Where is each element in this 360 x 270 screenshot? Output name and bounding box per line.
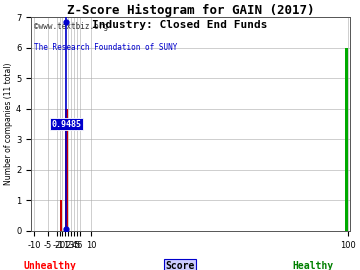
Text: 0.9485: 0.9485 (51, 120, 81, 129)
Text: Unhealthy: Unhealthy (24, 261, 77, 270)
Text: Healthy: Healthy (293, 261, 334, 270)
Y-axis label: Number of companies (11 total): Number of companies (11 total) (4, 63, 13, 185)
Bar (345, 48, 348, 231)
Bar (65, 109, 68, 231)
Title: Z-Score Histogram for GAIN (2017): Z-Score Histogram for GAIN (2017) (67, 4, 315, 17)
Text: Industry: Closed End Funds: Industry: Closed End Funds (92, 20, 268, 30)
Text: The Research Foundation of SUNY: The Research Foundation of SUNY (34, 43, 177, 52)
Text: Score: Score (165, 261, 195, 270)
Bar (59, 200, 62, 231)
Text: ©www.textbiz.org: ©www.textbiz.org (34, 22, 108, 31)
